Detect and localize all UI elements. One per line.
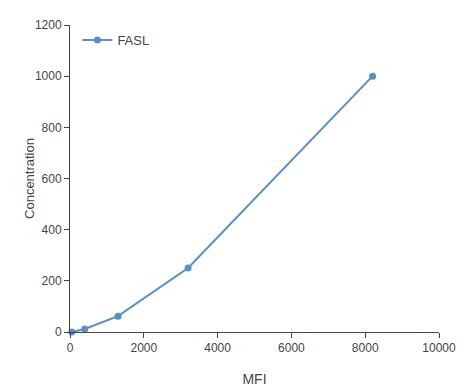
- svg-text:0: 0: [55, 325, 62, 339]
- svg-text:10000: 10000: [422, 341, 456, 355]
- svg-text:1200: 1200: [35, 18, 62, 32]
- svg-text:1000: 1000: [35, 69, 62, 83]
- svg-text:800: 800: [42, 121, 62, 135]
- svg-text:0: 0: [67, 341, 74, 355]
- svg-text:200: 200: [42, 274, 62, 288]
- svg-text:8000: 8000: [352, 341, 379, 355]
- svg-text:FASL: FASL: [117, 33, 149, 48]
- svg-text:2000: 2000: [130, 341, 157, 355]
- svg-text:MFI: MFI: [242, 371, 266, 387]
- svg-text:6000: 6000: [278, 341, 305, 355]
- svg-text:400: 400: [42, 223, 62, 237]
- svg-text:Concentration: Concentration: [22, 138, 37, 219]
- svg-text:4000: 4000: [204, 341, 231, 355]
- svg-text:600: 600: [42, 172, 62, 186]
